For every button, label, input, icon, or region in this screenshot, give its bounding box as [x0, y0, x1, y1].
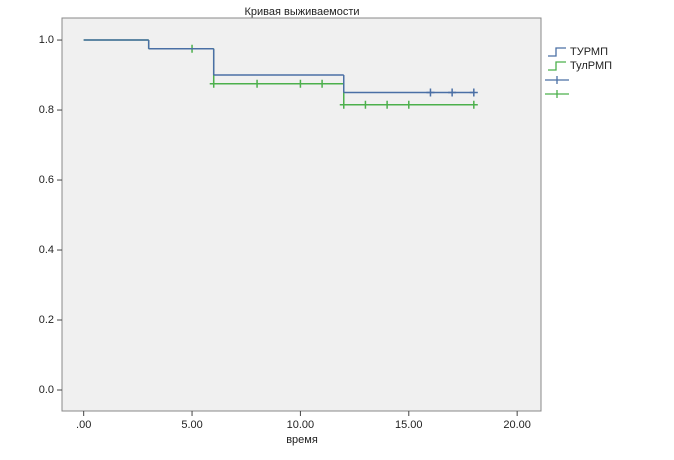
legend-symbol [548, 61, 566, 71]
x-tick-label: 15.00 [395, 419, 423, 431]
censor-mark [469, 88, 478, 97]
plot-area [61, 17, 542, 412]
legend-label: ТулРМП [570, 60, 612, 72]
censor-mark [426, 88, 435, 97]
x-tick-label: .00 [76, 419, 91, 431]
censor-mark [469, 100, 478, 109]
censor-mark [448, 88, 457, 97]
censor-mark [383, 100, 392, 109]
chart-title: Кривая выживаемости [244, 6, 359, 18]
legend-symbol [548, 47, 566, 57]
y-tick-label: 0.0 [39, 384, 54, 396]
y-tick-label: 0.8 [39, 104, 54, 116]
censor-mark [339, 100, 348, 109]
y-tick-label: 0.2 [39, 314, 54, 326]
x-tick-label: 5.00 [181, 419, 202, 431]
y-tick-label: 0.6 [39, 174, 54, 186]
x-tick-label: 10.00 [287, 419, 315, 431]
censor-mark [404, 100, 413, 109]
legend-censor-symbol [545, 90, 569, 98]
x-tick-label: 20.00 [503, 419, 531, 431]
y-tick-label: 0.4 [39, 244, 54, 256]
y-tick-label: 1.0 [39, 34, 54, 46]
censor-mark [318, 79, 327, 88]
censor-mark [296, 79, 305, 88]
legend-label: ТУРМП [570, 46, 608, 58]
x-axis-title: время [286, 434, 318, 446]
legend-censor-symbol [545, 76, 569, 84]
censor-mark [361, 100, 370, 109]
censor-mark [253, 79, 262, 88]
censor-mark [209, 79, 218, 88]
